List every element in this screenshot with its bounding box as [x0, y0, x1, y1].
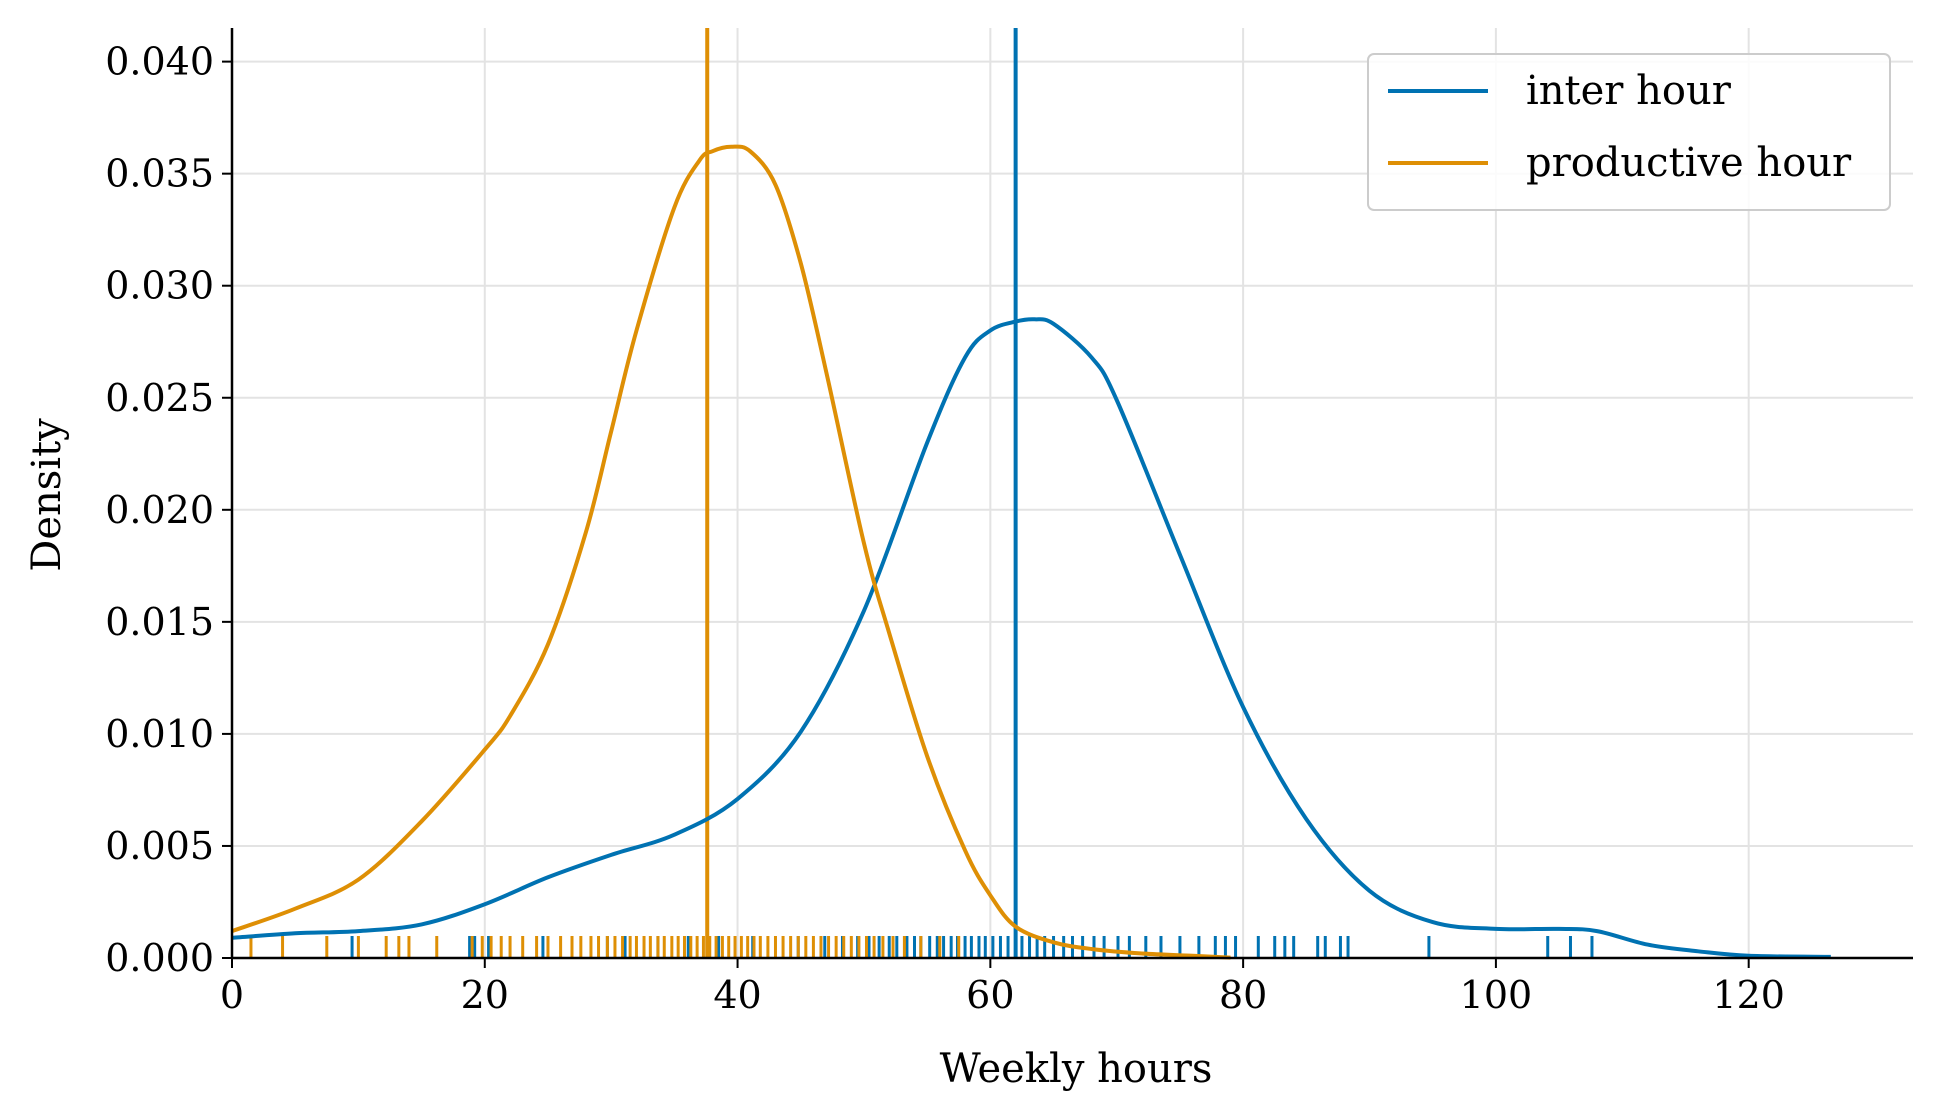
curve-layer	[231, 144, 1831, 960]
y-tick-label-8: 0.040	[105, 40, 214, 84]
x-tick-label-1: 20	[461, 973, 509, 1017]
y-tick-label-5: 0.025	[105, 376, 214, 420]
density-curve-inter-hour	[231, 317, 1831, 959]
mean-line-layer	[705, 28, 1018, 958]
x-tick-label-6: 120	[1712, 973, 1785, 1017]
y-tick-label-4: 0.020	[105, 488, 214, 532]
axis-layer	[230, 28, 1913, 960]
tick-layer: 0 20 40 60 80 100 120 0.000 0.005 0.010 0.015 0.020…	[105, 40, 1785, 1017]
rug-layer	[249, 936, 1594, 958]
y-tick-label-1: 0.005	[105, 824, 214, 868]
legend-label-inter-hour: inter hour	[1526, 68, 1732, 114]
y-axis-label: Density	[24, 418, 70, 572]
x-axis-label: Weekly hours	[940, 1046, 1213, 1092]
y-tick-label-3: 0.015	[105, 600, 214, 644]
y-tick-label-7: 0.035	[105, 152, 214, 196]
x-tick-label-3: 60	[966, 973, 1014, 1017]
density-curve-productive-hour	[231, 144, 1231, 960]
legend: inter hour productive hour	[1367, 53, 1891, 211]
y-tick-label-0: 0.000	[105, 936, 214, 980]
x-tick-label-4: 80	[1219, 973, 1267, 1017]
x-tick-label-2: 40	[713, 973, 761, 1017]
legend-label-productive-hour: productive hour	[1526, 140, 1852, 186]
y-tick-label-6: 0.030	[105, 264, 214, 308]
x-tick-label-0: 0	[220, 973, 244, 1017]
legend-frame	[1367, 53, 1891, 211]
y-tick-label-2: 0.010	[105, 712, 214, 756]
x-tick-label-5: 100	[1460, 973, 1533, 1017]
